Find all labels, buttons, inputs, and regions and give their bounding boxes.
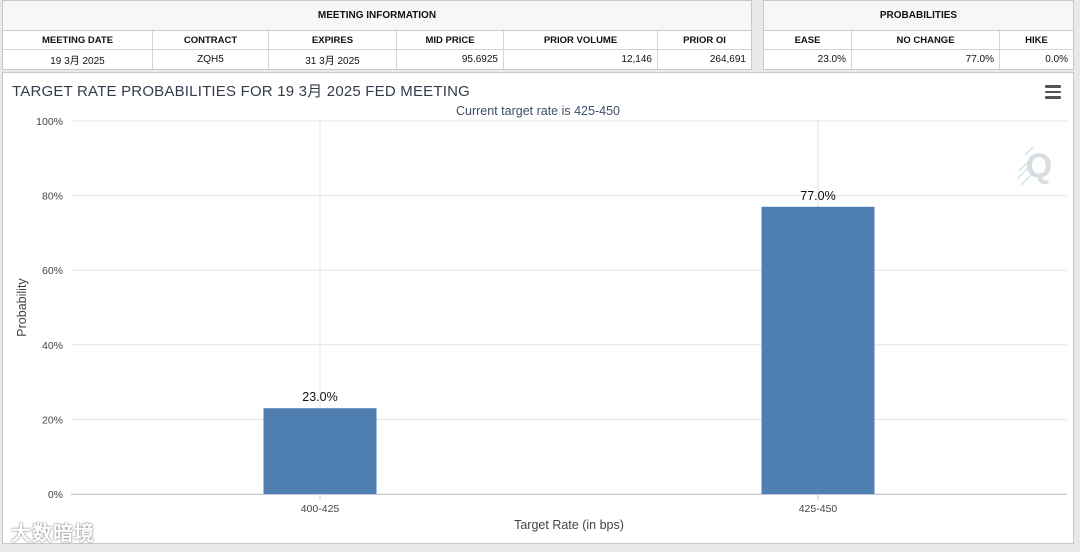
col-meeting-date: MEETING DATE (3, 31, 153, 49)
col-ease: EASE (764, 31, 852, 49)
probabilities-value-row: 23.0% 77.0% 0.0% (764, 50, 1073, 69)
col-contract: CONTRACT (153, 31, 269, 49)
bar-400-425 (263, 408, 377, 494)
meeting-info-header-row: MEETING DATE CONTRACT EXPIRES MID PRICE … (3, 31, 751, 50)
chart-panel: 0% 20% 40% 60% 80% 100% 23.0% 400-425 77.0% 425-4… (2, 72, 1074, 545)
y-tick-label: 0% (48, 489, 63, 501)
prior-volume-value: 12,146 (504, 50, 658, 69)
probabilities-header-row: EASE NO CHANGE HIKE (764, 31, 1073, 50)
chart-subtitle: Current target rate is 425-450 (456, 104, 620, 118)
x-tick-label: 400-425 (301, 503, 340, 515)
data-label: 77.0% (800, 189, 835, 203)
col-mid-price: MID PRICE (397, 31, 504, 49)
watermark: 大数暗境 (11, 523, 95, 545)
col-expires: EXPIRES (269, 31, 397, 49)
bar-425-450 (761, 206, 875, 495)
hike-value: 0.0% (1045, 54, 1068, 65)
meeting-information-table: MEETING INFORMATION MEETING DATE CONTRAC… (2, 0, 752, 70)
meeting-information-header: MEETING INFORMATION (3, 1, 751, 31)
meeting-info-value-row: 19 3月 2025 ZQH5 31 3月 2025 95.6925 12,14… (3, 50, 751, 69)
chart-title: TARGET RATE PROBABILITIES FOR 19 3月 2025… (12, 83, 471, 100)
mid-price-value: 95.6925 (397, 50, 504, 69)
no-change-value: 77.0% (852, 50, 1000, 69)
svg-text:Q: Q (1026, 147, 1052, 185)
col-no-change: NO CHANGE (852, 31, 1000, 49)
x-tick-label: 425-450 (799, 503, 838, 515)
y-axis-title: Probability (15, 278, 29, 337)
col-hike: HIKE (1025, 34, 1048, 46)
y-tick-label: 80% (42, 191, 63, 203)
prior-oi-value: 264,691 (709, 54, 746, 65)
probabilities-table: PROBABILITIES EASE NO CHANGE HIKE 23.0% … (763, 0, 1074, 70)
col-prior-volume: PRIOR VOLUME (504, 31, 658, 49)
y-tick-label: 40% (42, 340, 63, 352)
hamburger-menu-icon[interactable] (1045, 85, 1061, 99)
probabilities-header: PROBABILITIES (764, 1, 1073, 31)
meeting-date-value: 19 3月 2025 (3, 50, 153, 69)
x-axis-title: Target Rate (in bps) (514, 518, 624, 532)
data-label: 23.0% (302, 390, 337, 404)
y-tick-label: 60% (42, 265, 63, 277)
q-logo-icon: Q (1016, 146, 1052, 186)
contract-value: ZQH5 (153, 50, 269, 69)
bar-chart: 0% 20% 40% 60% 80% 100% 23.0% 400-425 77.0% 425-4… (15, 116, 1067, 532)
y-tick-label: 100% (36, 116, 63, 128)
col-prior-oi: PRIOR OI (683, 34, 726, 46)
expires-value: 31 3月 2025 (269, 50, 397, 69)
y-tick-label: 20% (42, 414, 63, 426)
ease-value: 23.0% (764, 50, 852, 69)
